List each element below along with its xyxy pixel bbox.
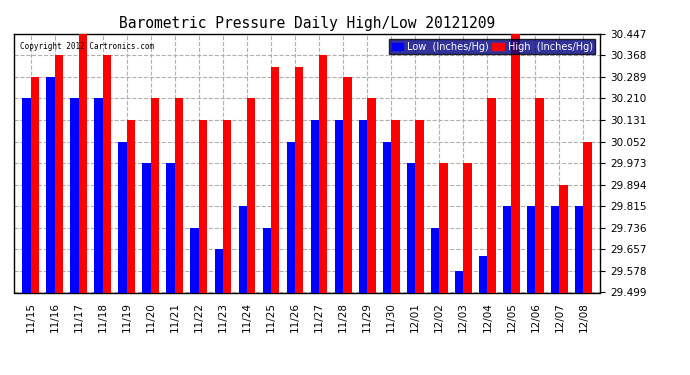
Bar	[70, 98, 79, 292]
Bar	[239, 206, 247, 292]
Bar	[310, 120, 319, 292]
Bar	[247, 98, 255, 292]
Bar	[127, 120, 135, 292]
Bar	[142, 163, 151, 292]
Bar	[151, 98, 159, 292]
Bar	[55, 56, 63, 292]
Bar	[367, 98, 375, 292]
Bar	[46, 77, 55, 292]
Bar	[166, 163, 175, 292]
Bar	[119, 141, 127, 292]
Legend: Low  (Inches/Hg), High  (Inches/Hg): Low (Inches/Hg), High (Inches/Hg)	[389, 39, 595, 54]
Bar	[584, 141, 592, 292]
Bar	[359, 120, 367, 292]
Bar	[503, 206, 511, 292]
Bar	[199, 120, 207, 292]
Bar	[335, 120, 343, 292]
Text: Copyright 2012 Cartronics.com: Copyright 2012 Cartronics.com	[19, 42, 154, 51]
Bar	[479, 256, 487, 292]
Bar	[455, 271, 463, 292]
Title: Barometric Pressure Daily High/Low 20121209: Barometric Pressure Daily High/Low 20121…	[119, 16, 495, 31]
Bar	[319, 56, 328, 292]
Bar	[263, 228, 271, 292]
Bar	[30, 77, 39, 292]
Bar	[551, 206, 560, 292]
Bar	[79, 34, 87, 292]
Bar	[286, 141, 295, 292]
Bar	[527, 206, 535, 292]
Bar	[295, 67, 304, 292]
Bar	[271, 67, 279, 292]
Bar	[343, 77, 351, 292]
Bar	[391, 120, 400, 292]
Bar	[415, 120, 424, 292]
Bar	[103, 56, 111, 292]
Bar	[215, 249, 223, 292]
Bar	[383, 141, 391, 292]
Bar	[407, 163, 415, 292]
Bar	[575, 206, 584, 292]
Bar	[511, 34, 520, 292]
Bar	[560, 185, 568, 292]
Bar	[190, 228, 199, 292]
Bar	[175, 98, 184, 292]
Bar	[487, 98, 495, 292]
Bar	[223, 120, 231, 292]
Bar	[440, 163, 448, 292]
Bar	[431, 228, 440, 292]
Bar	[22, 98, 30, 292]
Bar	[95, 98, 103, 292]
Bar	[535, 98, 544, 292]
Bar	[463, 163, 472, 292]
